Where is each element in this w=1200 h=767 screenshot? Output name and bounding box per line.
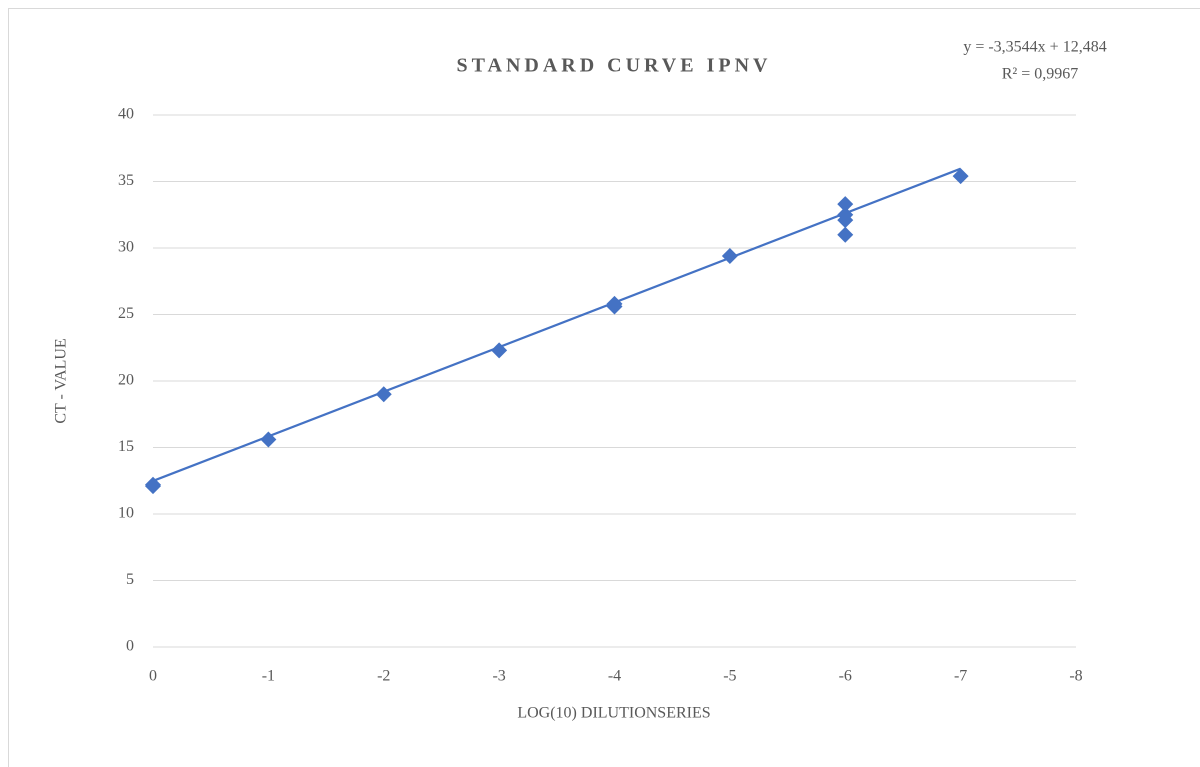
x-tick-label: -8 bbox=[1069, 668, 1082, 685]
y-tick-label: 0 bbox=[126, 638, 134, 655]
x-axis-label: LOG(10) DILUTIONSERIES bbox=[517, 705, 710, 722]
x-tick-label: 0 bbox=[149, 668, 157, 685]
y-tick-label: 40 bbox=[118, 106, 134, 123]
x-tick-label: -1 bbox=[262, 668, 275, 685]
trendline-equation: y = -3,3544x + 12,484 bbox=[963, 39, 1106, 56]
trendline bbox=[152, 167, 962, 482]
data-point bbox=[837, 212, 854, 229]
x-tick-label: -4 bbox=[608, 668, 621, 685]
y-tick-label: 30 bbox=[118, 239, 134, 256]
data-point bbox=[837, 226, 854, 243]
y-tick-label: 25 bbox=[118, 305, 134, 322]
data-point bbox=[145, 476, 161, 493]
data-point bbox=[606, 298, 623, 315]
trendline-r2: R² = 0,9967 bbox=[1002, 66, 1079, 83]
data-point bbox=[491, 342, 508, 359]
y-tick-label: 10 bbox=[118, 505, 134, 522]
data-point bbox=[952, 168, 969, 185]
data-point bbox=[721, 247, 738, 264]
x-tick-label: -5 bbox=[723, 668, 736, 685]
x-tick-label: -3 bbox=[492, 668, 505, 685]
y-tick-label: 15 bbox=[118, 438, 134, 455]
x-tick-label: -6 bbox=[839, 668, 852, 685]
chart-title: STANDARD CURVE IPNV bbox=[457, 55, 772, 77]
y-tick-label: 20 bbox=[118, 372, 134, 389]
x-tick-label: -7 bbox=[954, 668, 967, 685]
y-tick-label: 35 bbox=[118, 172, 134, 189]
x-tick-label: -2 bbox=[377, 668, 390, 685]
chart-border bbox=[8, 8, 1200, 767]
data-point bbox=[260, 431, 277, 448]
y-tick-label: 5 bbox=[126, 571, 134, 588]
data-point bbox=[837, 196, 854, 213]
y-axis-label: CT - VALUE bbox=[53, 338, 70, 423]
data-point bbox=[375, 386, 392, 403]
